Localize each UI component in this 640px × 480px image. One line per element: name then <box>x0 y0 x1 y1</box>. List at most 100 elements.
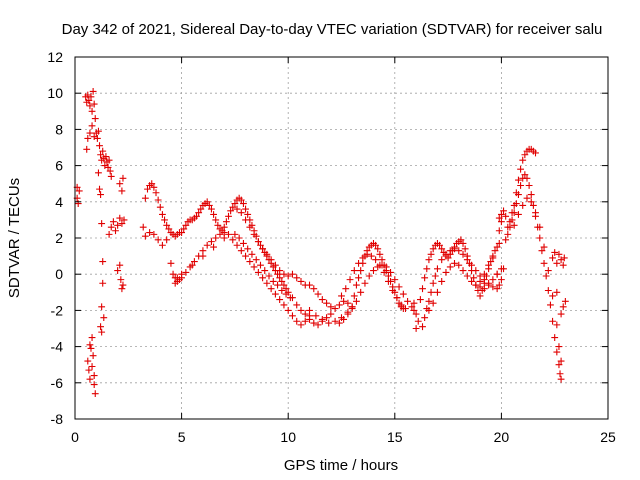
data-point <box>372 256 380 264</box>
data-point <box>99 258 107 265</box>
data-point <box>171 279 179 287</box>
data-point <box>557 310 565 318</box>
data-point <box>363 250 371 258</box>
data-point <box>107 223 115 231</box>
data-point <box>455 261 463 269</box>
data-point <box>120 216 128 224</box>
data-point <box>178 270 185 278</box>
data-point <box>182 268 190 276</box>
data-point <box>83 145 91 153</box>
data-point <box>98 220 106 227</box>
data-point <box>254 268 262 276</box>
data-point <box>431 272 439 280</box>
data-point <box>259 245 267 253</box>
data-point <box>476 292 484 300</box>
y-tick-label: -6 <box>51 375 64 391</box>
data-point <box>389 287 397 294</box>
y-tick-label: 8 <box>55 121 63 137</box>
data-point <box>116 214 124 222</box>
x-tick-label: 5 <box>178 429 186 445</box>
data-point <box>244 245 252 253</box>
data-point <box>423 265 431 273</box>
data-point <box>237 247 245 255</box>
y-tick-label: -4 <box>51 339 64 355</box>
data-point <box>117 276 125 284</box>
data-point <box>402 305 409 312</box>
data-point <box>442 268 450 276</box>
data-point <box>141 232 149 240</box>
data-point <box>438 256 446 264</box>
data-point <box>434 288 441 296</box>
data-point <box>242 252 249 260</box>
data-point <box>395 283 403 291</box>
data-point <box>470 274 478 282</box>
data-point <box>265 272 273 280</box>
data-point <box>521 151 529 159</box>
data-point <box>250 263 258 271</box>
data-point <box>515 191 522 198</box>
data-point <box>344 310 352 318</box>
data-point <box>257 241 264 249</box>
data-point <box>119 174 127 182</box>
data-point <box>85 366 93 374</box>
data-point <box>252 256 260 264</box>
data-point <box>118 220 126 227</box>
data-point <box>506 223 514 231</box>
data-point <box>276 274 284 282</box>
data-point <box>289 270 296 278</box>
data-point <box>284 272 292 280</box>
series-rise-b <box>141 229 313 329</box>
data-point <box>553 288 561 296</box>
data-point <box>118 285 126 293</box>
data-point <box>536 223 544 231</box>
data-point <box>85 97 93 104</box>
data-point <box>544 287 552 294</box>
data-point <box>203 241 211 249</box>
data-point <box>335 301 343 309</box>
data-point <box>193 212 200 220</box>
y-tick-label: 6 <box>55 158 63 174</box>
data-point <box>284 307 292 314</box>
data-point <box>510 221 518 229</box>
data-point <box>498 218 505 226</box>
data-point <box>340 297 348 305</box>
data-point <box>90 381 98 389</box>
data-point <box>97 191 104 198</box>
data-point <box>259 274 267 282</box>
data-point <box>412 310 420 318</box>
data-point <box>519 202 527 209</box>
data-point <box>517 165 524 173</box>
data-point <box>451 245 458 253</box>
data-point <box>297 321 305 329</box>
data-point <box>293 317 301 325</box>
data-point <box>532 149 539 157</box>
data-point <box>163 221 171 229</box>
data-point <box>214 221 222 229</box>
data-point <box>370 267 377 274</box>
data-point <box>163 236 171 244</box>
data-point <box>374 245 382 253</box>
data-point <box>380 268 388 276</box>
data-point <box>161 216 168 224</box>
data-point <box>515 211 522 218</box>
data-point <box>536 234 544 242</box>
series-pre-peak <box>476 218 507 285</box>
data-point <box>233 205 241 213</box>
data-point <box>438 278 446 285</box>
data-point <box>476 278 484 285</box>
data-point <box>335 319 343 327</box>
data-point <box>318 296 326 303</box>
data-point <box>427 250 435 258</box>
data-point <box>86 375 94 383</box>
data-point <box>75 187 83 195</box>
data-point <box>348 305 356 312</box>
data-point <box>444 254 452 262</box>
series-early-e <box>95 169 108 336</box>
series-mid-d <box>338 250 409 312</box>
data-point <box>146 229 154 236</box>
data-point <box>173 274 181 282</box>
data-point <box>205 202 213 209</box>
data-point <box>197 205 205 213</box>
data-point <box>350 267 358 274</box>
data-point <box>90 372 98 379</box>
